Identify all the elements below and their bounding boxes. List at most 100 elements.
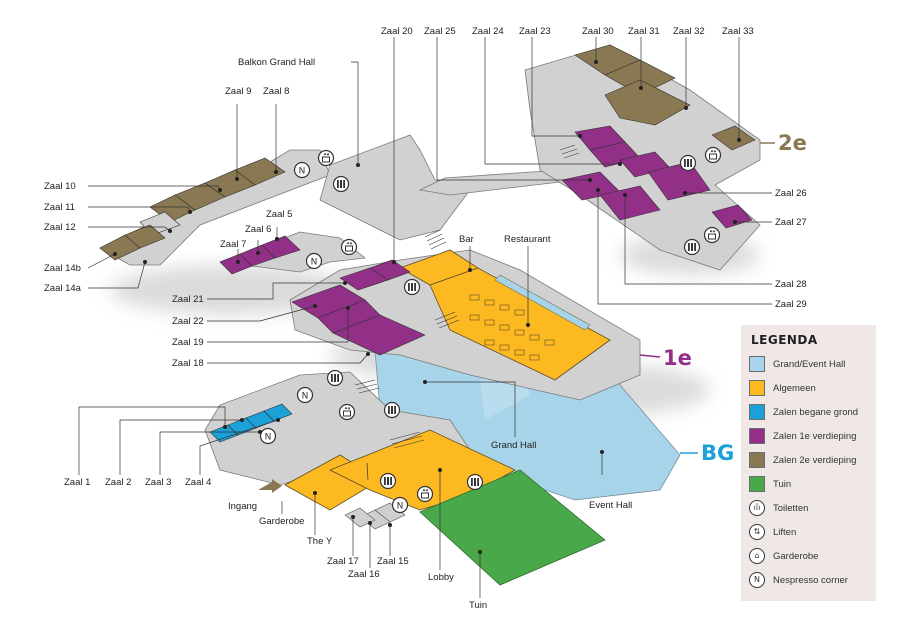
elevator-icon <box>340 238 358 256</box>
legend-label: Nespresso corner <box>773 574 848 586</box>
tuin-area[interactable] <box>419 469 606 586</box>
label-zaal-19: Zaal 19 <box>172 337 204 348</box>
floor-badge-1e: 1e <box>663 346 692 370</box>
elevator-icon <box>317 149 335 167</box>
toilet-icon <box>466 473 484 491</box>
elevator-icon <box>704 146 722 164</box>
nespresso-icon <box>391 496 409 514</box>
zaal-21-room[interactable] <box>339 267 389 291</box>
toilet-icon <box>403 278 421 296</box>
zone-labels: Zaal 10 Zaal 11 Zaal 12 Zaal 14b Zaal 14… <box>44 26 807 611</box>
toilet-icon <box>332 175 350 193</box>
elevator-icon <box>338 403 356 421</box>
label-zaal-26: Zaal 26 <box>775 188 807 199</box>
label-zaal-24: Zaal 24 <box>472 26 504 37</box>
legend-label: Algemeen <box>773 382 816 394</box>
nespresso-icon <box>305 252 323 270</box>
legend-label: Tuin <box>773 478 792 490</box>
label-grand-hall: Grand Hall <box>491 440 536 451</box>
zaal-17-room[interactable] <box>344 507 376 528</box>
label-zaal-2: Zaal 2 <box>105 477 131 488</box>
label-zaal-6: Zaal 6 <box>245 224 271 235</box>
toilet-icon <box>683 238 701 256</box>
label-zaal-33: Zaal 33 <box>722 26 754 37</box>
legend-swatch <box>749 380 765 396</box>
elevator-icon <box>416 485 434 503</box>
label-zaal-5: Zaal 5 <box>266 209 292 220</box>
legend-swatch <box>749 476 765 492</box>
label-zaal-10: Zaal 10 <box>44 181 76 192</box>
label-zaal-4: Zaal 4 <box>185 477 211 488</box>
label-garderobe: Garderobe <box>259 516 304 527</box>
elevator-icon: ⇅ <box>749 524 765 540</box>
legend-label: Zalen 1e verdieping <box>773 430 857 442</box>
legend-label: Garderobe <box>773 550 819 562</box>
zaal-14a-room[interactable] <box>124 224 166 249</box>
label-the-y: The Y <box>307 536 333 547</box>
legend-item: Zalen 1e verdieping <box>749 427 856 445</box>
label-zaal-21: Zaal 21 <box>172 294 204 305</box>
label-zaal-7: Zaal 7 <box>220 239 246 250</box>
floor-badge-bg: BG <box>701 441 734 465</box>
label-zaal-3: Zaal 3 <box>145 477 171 488</box>
label-zaal-14b: Zaal 14b <box>44 263 81 274</box>
legend-label: Liften <box>773 526 797 538</box>
label-lobby: Lobby <box>428 572 454 583</box>
legend-label: Zalen 2e verdieping <box>773 454 857 466</box>
legend-swatch <box>749 452 765 468</box>
first-floor <box>289 249 641 401</box>
label-zaal-14a: Zaal 14a <box>44 283 82 294</box>
ground-floor <box>204 349 681 586</box>
label-zaal-20: Zaal 20 <box>381 26 413 37</box>
legend-label: Zalen begane grond <box>773 406 859 418</box>
label-zaal-29: Zaal 29 <box>775 299 807 310</box>
label-bar: Bar <box>459 234 474 245</box>
toilet-icon <box>326 369 344 387</box>
label-zaal-11: Zaal 11 <box>44 202 75 213</box>
legend-swatch <box>749 428 765 444</box>
hanger-icon: ⌂ <box>749 548 765 564</box>
zaal-18-room[interactable] <box>332 314 426 356</box>
restaurant-tables <box>469 294 555 361</box>
floor-badge-2e: 2e <box>778 131 807 155</box>
legend-item: Zalen begane grond <box>749 403 858 421</box>
right-wing-stairs <box>559 144 580 159</box>
zaal-4-room[interactable] <box>263 403 293 422</box>
label-zaal-23: Zaal 23 <box>519 26 551 37</box>
legend-panel: LEGENDA Grand/Event Hall Algemeen Zalen be… <box>741 325 876 601</box>
label-zaal-18: Zaal 18 <box>172 358 204 369</box>
label-event-hall: Event Hall <box>589 500 632 511</box>
zaal-33-room[interactable] <box>711 125 756 151</box>
label-zaal-31: Zaal 31 <box>628 26 660 37</box>
zaal-28-room[interactable] <box>599 185 661 221</box>
label-ingang: Ingang <box>228 501 257 512</box>
legend-item: N Nespresso corner <box>749 571 848 589</box>
balkon-grand-hall-area[interactable] <box>319 134 471 241</box>
nespresso-icon <box>259 427 277 445</box>
label-restaurant: Restaurant <box>504 234 551 245</box>
label-zaal-12: Zaal 12 <box>44 222 76 233</box>
legend-item: Grand/Event Hall <box>749 355 845 373</box>
zaal-32-room[interactable] <box>604 79 691 126</box>
nespresso-icon <box>296 386 314 404</box>
legend-label: Grand/Event Hall <box>773 358 846 370</box>
label-zaal-22: Zaal 22 <box>172 316 204 327</box>
toilet-icon <box>383 401 401 419</box>
nespresso-icon: N <box>749 572 765 588</box>
second-floor <box>99 44 761 275</box>
legend-item: ⇅ Liften <box>749 523 796 541</box>
label-zaal-9: Zaal 9 <box>225 86 251 97</box>
legend-item: Algemeen <box>749 379 816 397</box>
elevator-icon <box>703 226 721 244</box>
toilet-icon <box>379 472 397 490</box>
legend-swatch <box>749 404 765 420</box>
label-zaal-28: Zaal 28 <box>775 279 807 290</box>
zaal-26-room[interactable] <box>647 161 711 201</box>
entrance-arrow-icon <box>258 479 282 493</box>
first-floor-stairs <box>434 311 460 329</box>
toilet-icon <box>679 154 697 172</box>
legend-title: LEGENDA <box>751 333 818 347</box>
legend-item: Zalen 2e verdieping <box>749 451 856 469</box>
legend-item: ⌂ Garderobe <box>749 547 818 565</box>
